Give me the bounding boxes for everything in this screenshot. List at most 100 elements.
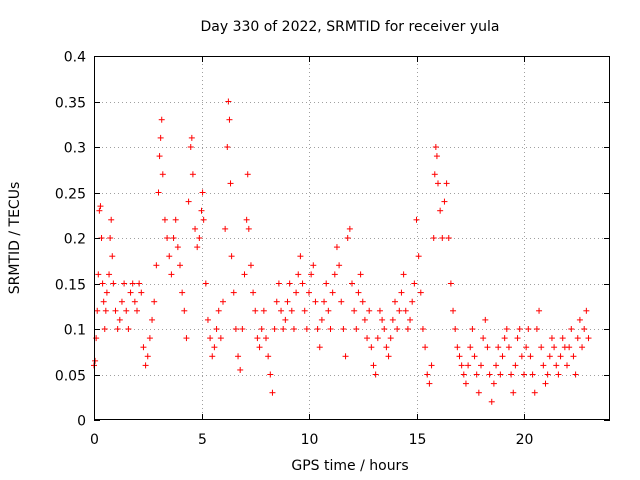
data-point [207,335,214,342]
data-point [583,307,590,314]
data-point [355,289,362,296]
data-point [155,189,162,196]
data-point [164,235,171,241]
data-point [282,316,289,323]
data-point [161,216,168,223]
data-point [156,153,163,160]
data-point [458,362,465,369]
data-point [185,198,192,205]
data-point [484,344,491,351]
data-point [211,344,218,351]
data-point [376,307,383,314]
data-point [525,326,532,332]
data-point [469,326,476,332]
data-point [200,216,207,223]
data-point [321,298,328,305]
data-point [112,307,119,314]
data-point [110,280,117,287]
data-point [290,326,297,332]
data-point [325,307,332,314]
data-point [394,326,401,332]
data-point [338,298,345,305]
data-point [572,371,579,378]
data-point [288,307,295,314]
data-point [278,307,285,314]
data-point [450,307,457,314]
data-point [576,316,583,323]
data-point [96,207,103,214]
data-point [366,307,373,314]
data-point [134,307,140,314]
data-point [542,380,549,387]
data-point [426,380,433,387]
data-point [286,280,293,287]
data-point [179,289,186,296]
data-point [430,235,437,241]
data-point [222,225,229,232]
data-point [490,380,497,387]
data-point [570,353,577,360]
data-point [557,353,564,360]
data-point [385,353,392,360]
data-point [443,180,450,187]
data-point [445,235,452,241]
data-point [544,371,551,378]
data-point [499,353,506,360]
data-point [471,353,478,360]
data-point [344,235,351,241]
data-point [194,244,201,251]
data-point [482,316,489,323]
data-point [353,326,360,332]
data-point [503,326,510,332]
data-point [370,362,377,369]
data-point [407,316,414,323]
data-point [531,389,538,396]
data-point [329,289,336,296]
data-point [213,326,220,332]
data-point [486,371,493,378]
data-point [189,171,196,178]
data-point [538,344,545,351]
data-point [439,235,446,241]
data-point [381,326,388,332]
data-point [157,134,164,141]
data-point [383,344,390,351]
data-point [224,144,231,150]
chart-title: Day 330 of 2022, SRMTID for receiver yul… [200,19,499,35]
data-point [243,216,250,223]
data-point [540,362,547,369]
y-tick-label: 0 [77,414,86,430]
data-point [456,353,463,360]
data-point [318,316,325,323]
data-point [209,353,216,360]
data-point [529,371,536,378]
data-point [400,271,407,278]
data-point [564,362,570,369]
data-point [138,289,145,296]
data-point [129,280,136,287]
data-point [153,262,160,269]
data-point [409,298,416,305]
data-point [125,326,132,332]
data-point [413,216,420,223]
data-point [310,262,317,269]
data-point [187,144,194,150]
data-point [215,307,222,314]
data-point [374,335,381,342]
data-point [505,344,512,351]
y-tick-label: 0.05 [55,369,86,385]
data-point [297,253,304,260]
data-point [488,398,495,405]
data-point [432,144,439,150]
data-point [510,389,517,396]
data-point [114,326,121,332]
data-point [95,271,102,278]
grid-layer [94,56,610,420]
x-tick-label: 0 [90,432,99,448]
data-point [99,280,106,287]
data-point [239,326,246,332]
data-point [202,280,209,287]
ticks-layer: 0 0.05 0.1 0.15 0.2 0.25 0.3 0.35 0.4 0 5 10 15 20 [55,50,610,448]
points-layer [91,98,592,405]
data-point [308,271,315,278]
